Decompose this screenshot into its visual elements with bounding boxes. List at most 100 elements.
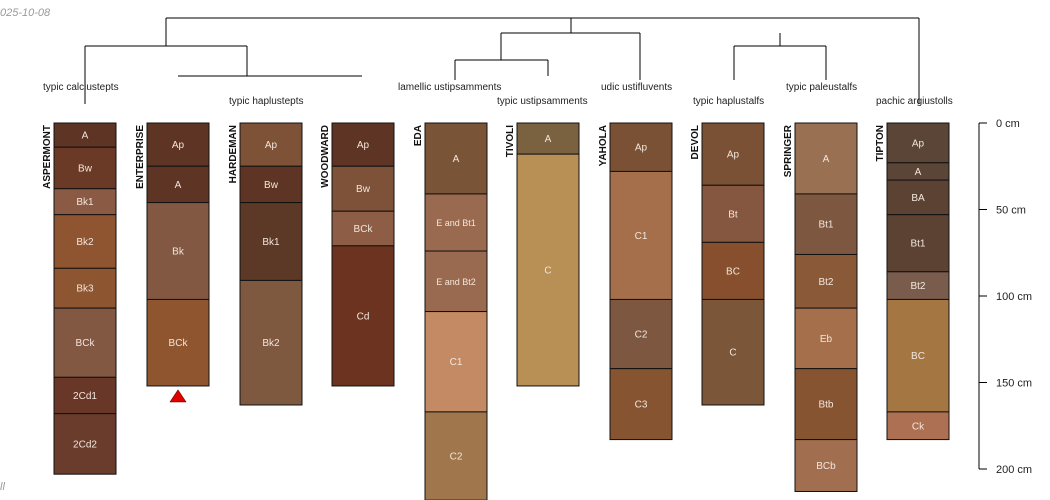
horizon-label: Bk1 [76, 197, 94, 208]
horizon-label: Bk2 [262, 338, 280, 349]
horizon-block [886, 411, 950, 441]
horizon-label: Bt [728, 209, 738, 220]
horizon-label: Bt2 [910, 281, 925, 292]
profile-name: YAHOLA [598, 125, 609, 166]
horizon-block [331, 122, 395, 167]
horizon-label: A [823, 154, 830, 165]
horizon-label: C3 [635, 400, 648, 411]
profile-enterprise: ENTERPRISE Ap A Bk BCk [135, 122, 210, 403]
horizon-block [146, 165, 210, 204]
horizon-block [609, 122, 673, 172]
horizon-block [239, 165, 303, 204]
horizon-label: C2 [635, 330, 648, 341]
soil-profiles: ASPERMONT A Bw Bk1 Bk2 Bk3 BCk 2Cd1 2Cd2 ENTERPRI… [42, 122, 950, 500]
horizon-label: Bk3 [76, 284, 94, 295]
profile-name: EDA [413, 125, 424, 146]
horizon-label: C1 [635, 231, 648, 242]
horizon-label: C1 [450, 357, 463, 368]
horizon-block [53, 188, 117, 216]
horizon-block [516, 153, 580, 387]
horizon-block [701, 298, 765, 406]
horizon-label: Ap [265, 140, 278, 151]
horizon-label: C [544, 266, 551, 277]
horizon-label: Bt1 [818, 220, 833, 231]
profile-name: HARDEMAN [228, 125, 239, 183]
horizon-block [53, 376, 117, 415]
horizon-block [146, 298, 210, 387]
profile-eda: EDA A E and Bt1 E and Bt2 C1 C2 [413, 122, 488, 500]
horizon-label: Ap [172, 140, 185, 151]
horizon-block [886, 179, 950, 216]
horizon-label: Btb [818, 400, 833, 411]
depth-axis: 0 cm 50 cm 100 cm 150 cm 200 cm [978, 118, 1032, 476]
horizon-block [331, 245, 395, 387]
horizon-label: Bk2 [76, 237, 94, 248]
profile-yahola: YAHOLA Ap C1 C2 C3 [598, 122, 673, 441]
taxa-label: typic haplustepts [229, 96, 304, 107]
horizon-label: Ap [357, 140, 370, 151]
horizon-label: BC [726, 266, 740, 277]
horizon-block [701, 122, 765, 186]
profile-aspermont: ASPERMONT A Bw Bk1 Bk2 Bk3 BCk 2Cd1 2Cd2 [42, 122, 117, 475]
horizon-label: 2Cd2 [73, 439, 97, 450]
horizon-block [53, 267, 117, 309]
horizon-block [794, 439, 858, 492]
horizon-label: Bt2 [818, 277, 833, 288]
profile-name: SPRINGER [783, 124, 794, 177]
horizon-block [516, 122, 580, 155]
profile-name: ENTERPRISE [135, 125, 146, 189]
horizon-block [53, 413, 117, 475]
horizon-label: BA [911, 193, 925, 204]
profile-springer: SPRINGER A Bt1 Bt2 Eb Btb BCb [783, 122, 858, 492]
horizon-block [53, 122, 117, 148]
horizon-label: Ap [727, 150, 740, 161]
horizon-label: Ap [635, 143, 648, 154]
horizon-block [424, 311, 488, 413]
depth-tick-label: 100 cm [996, 291, 1032, 303]
horizon-label: Eb [820, 334, 833, 345]
profile-hardeman: HARDEMAN Ap Bw Bk1 Bk2 [228, 122, 303, 406]
horizon-label: Ap [912, 138, 925, 149]
horizon-label: C [729, 348, 736, 359]
horizon-block [53, 307, 117, 378]
horizon-block [53, 214, 117, 269]
depth-tick-label: 50 cm [996, 205, 1026, 217]
horizon-label: A [915, 167, 922, 178]
profile-name: TIVOLI [505, 125, 516, 157]
depth-tick-label: 200 cm [996, 464, 1032, 476]
horizon-block [424, 193, 488, 252]
horizon-block [239, 202, 303, 281]
profile-name: WOODWARD [320, 125, 331, 188]
horizon-block [331, 165, 395, 212]
horizon-label: 2Cd1 [73, 391, 97, 402]
horizon-block [886, 214, 950, 273]
horizon-block [701, 184, 765, 243]
taxa-label: udic ustifluvents [601, 82, 672, 93]
horizon-label: Cd [357, 311, 370, 322]
profile-devol: DEVOL Ap Bt BC C [690, 122, 765, 406]
horizon-block [609, 170, 673, 300]
horizon-block [146, 122, 210, 167]
dendrogram [84, 17, 920, 104]
horizon-label: Ck [912, 421, 925, 432]
horizon-block [239, 122, 303, 167]
horizon-block [53, 146, 117, 190]
horizon-label: Bk1 [262, 237, 280, 248]
bedrock-marker [169, 389, 187, 403]
horizon-block [424, 411, 488, 500]
taxa-label: typic calciustepts [43, 82, 119, 93]
horizon-label: Bw [356, 184, 371, 195]
horizon-block [701, 241, 765, 300]
profile-name: DEVOL [690, 125, 701, 159]
horizon-label: A [453, 154, 460, 165]
horizon-label: E and Bt2 [436, 277, 476, 287]
horizon-label: BCk [354, 224, 374, 235]
horizon-block [424, 122, 488, 195]
profile-woodward: WOODWARD Ap Bw BCk Cd [320, 122, 395, 387]
horizon-label: Bt1 [910, 239, 925, 250]
horizon-label: Bw [264, 180, 279, 191]
horizon-label: E and Bt1 [436, 218, 476, 228]
horizon-block [794, 122, 858, 195]
horizon-block [886, 298, 950, 413]
